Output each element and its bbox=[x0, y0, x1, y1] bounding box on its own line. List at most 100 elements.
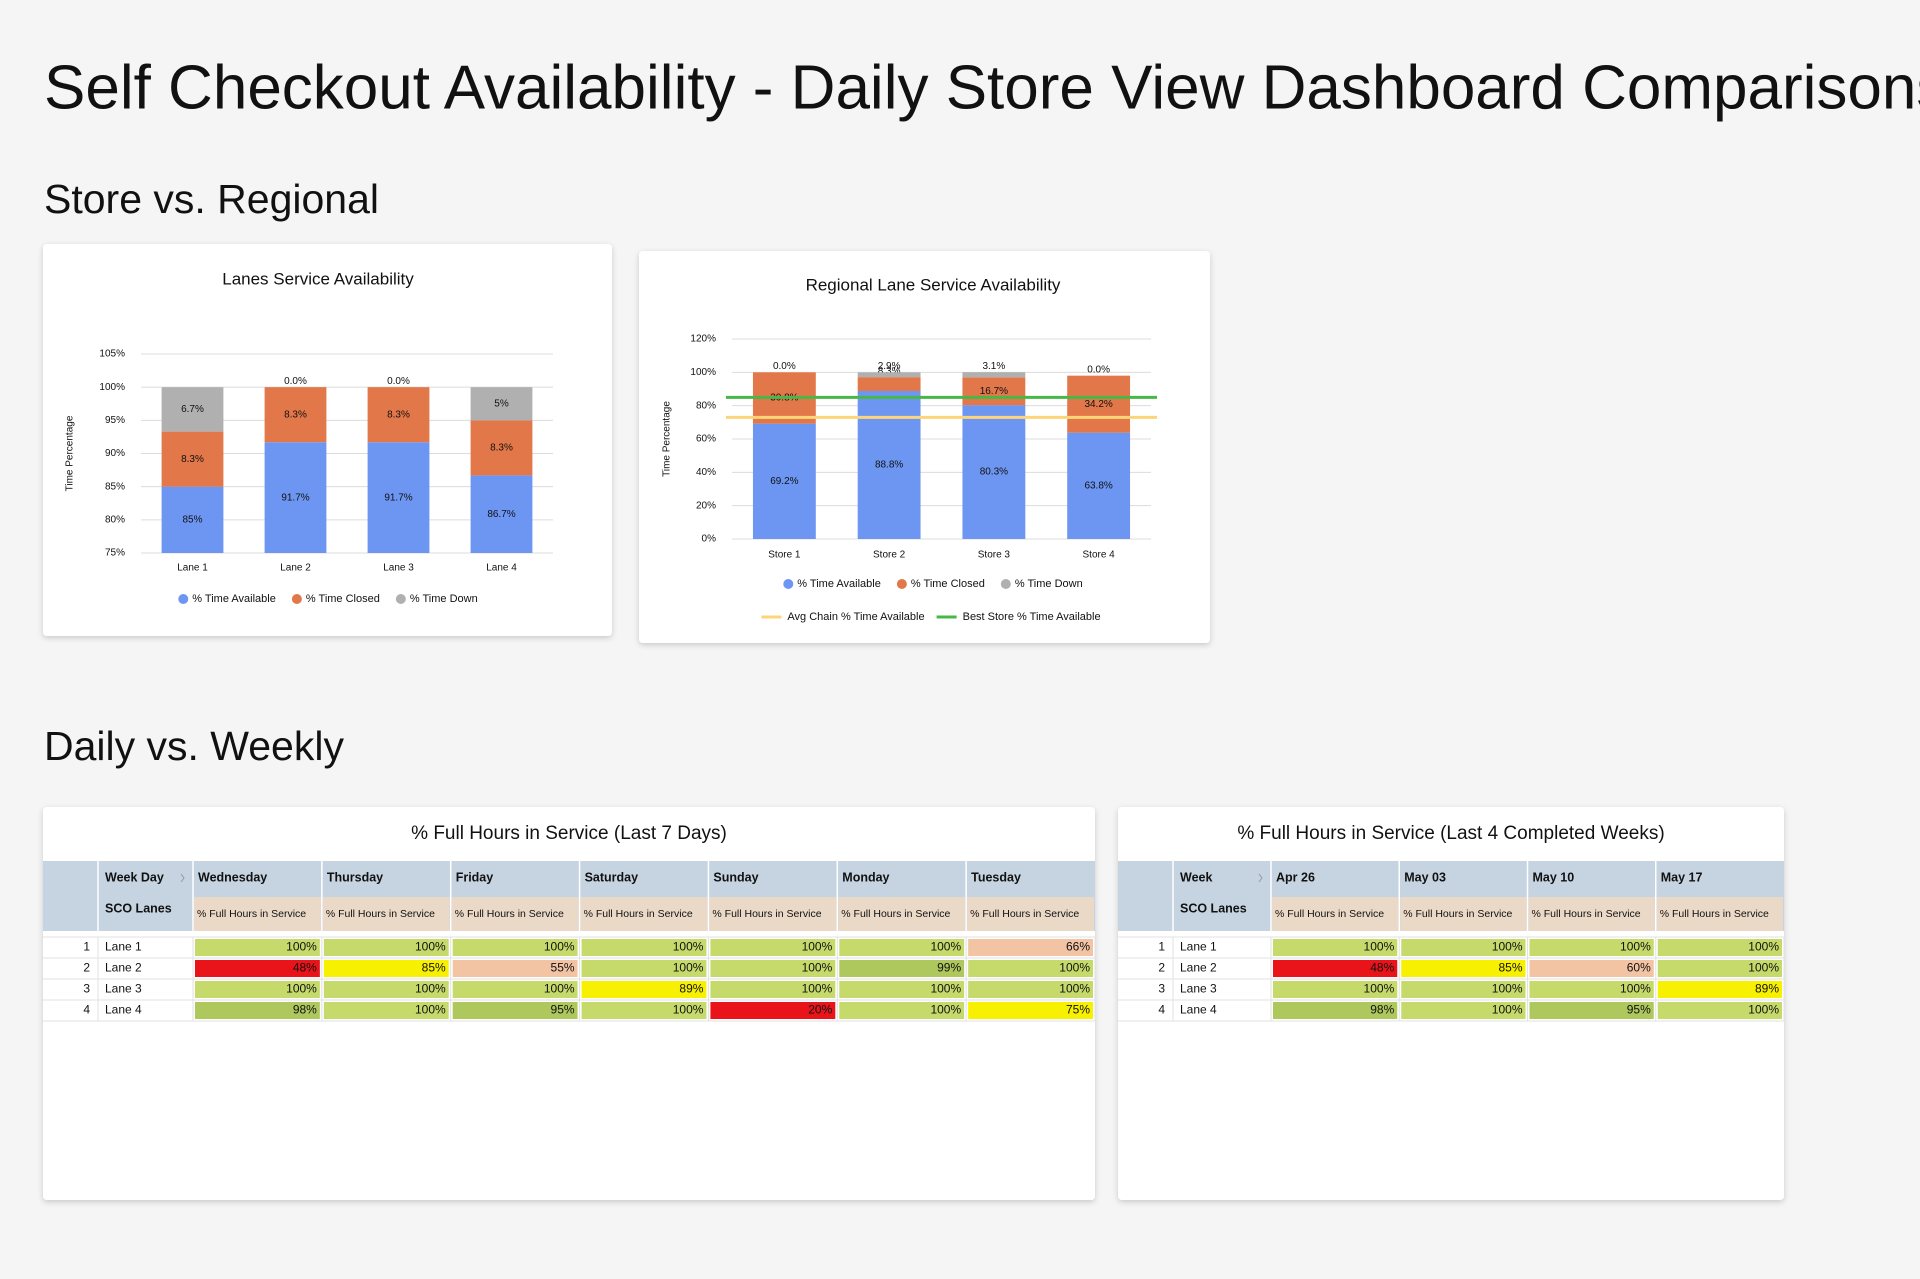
subheader-fill bbox=[322, 897, 450, 931]
data-label: 8.3% bbox=[878, 366, 901, 377]
header-cell: Sunday bbox=[713, 870, 758, 884]
subheader-fill bbox=[709, 897, 837, 931]
lane-cell: Lane 2 bbox=[1180, 961, 1217, 975]
y-tick-label: 100% bbox=[690, 367, 716, 378]
subheader-cell: % Full Hours in Service bbox=[197, 908, 306, 920]
data-label: 34.2% bbox=[1084, 399, 1112, 410]
cell-fill bbox=[1529, 981, 1654, 998]
cell-fill bbox=[581, 960, 707, 977]
legend: % Time Available % Time Closed % Time Down bbox=[178, 593, 478, 605]
legend-swatch bbox=[178, 594, 189, 604]
subheader-cell: SCO Lanes bbox=[1180, 901, 1247, 915]
cell-value: 100% bbox=[1492, 1003, 1523, 1017]
bar-segment bbox=[857, 391, 921, 539]
y-tick-label: 0% bbox=[702, 534, 717, 545]
lane-cell: Lane 2 bbox=[105, 961, 142, 975]
cell-fill bbox=[581, 939, 707, 956]
cell-value: 100% bbox=[1620, 982, 1651, 996]
cell-fill bbox=[839, 939, 965, 956]
cell-value: 100% bbox=[415, 982, 446, 996]
cell-fill bbox=[1529, 1002, 1654, 1019]
y-tick-label: 60% bbox=[696, 434, 716, 445]
cell-fill bbox=[839, 960, 965, 977]
legend-swatch bbox=[896, 579, 907, 589]
page-title: Self Checkout Availability - Daily Store… bbox=[44, 53, 1920, 122]
lane-cell: Lane 4 bbox=[105, 1003, 142, 1017]
y-tick-label: 105% bbox=[99, 349, 125, 360]
bar-segment bbox=[962, 372, 1026, 378]
row-index: 1 bbox=[83, 940, 90, 954]
cell-value: 100% bbox=[286, 940, 317, 954]
cell-value: 100% bbox=[1492, 982, 1523, 996]
subheader-fill bbox=[451, 897, 579, 931]
cell-fill bbox=[968, 939, 1093, 956]
bar-segment bbox=[470, 420, 533, 476]
bar-segment bbox=[161, 486, 224, 553]
cell-fill bbox=[839, 1002, 965, 1019]
lane-cell: Lane 3 bbox=[1180, 982, 1217, 996]
cell-value: 100% bbox=[802, 982, 833, 996]
bar-segment bbox=[962, 405, 1026, 539]
y-tick-label: 85% bbox=[105, 481, 125, 492]
legend-label: Best Store % Time Available bbox=[963, 611, 1101, 623]
header-cell: Apr 26 bbox=[1276, 870, 1315, 884]
subheader-cell: % Full Hours in Service bbox=[584, 908, 693, 920]
table-title: % Full Hours in Service (Last 4 Complete… bbox=[1237, 823, 1664, 844]
subheader-fill bbox=[1528, 897, 1655, 931]
cell-value: 48% bbox=[293, 961, 317, 975]
cell-fill bbox=[1273, 1002, 1398, 1019]
y-tick-label: 95% bbox=[105, 415, 125, 426]
data-label: 8.3% bbox=[284, 409, 307, 420]
cell-fill bbox=[195, 939, 320, 956]
y-axis-label: Time Percentage bbox=[662, 401, 673, 477]
cell-fill bbox=[323, 960, 449, 977]
row-index: 4 bbox=[1158, 1003, 1165, 1017]
header-cell: Thursday bbox=[327, 870, 383, 884]
subheader-cell: SCO Lanes bbox=[105, 901, 172, 915]
lane-cell: Lane 1 bbox=[105, 940, 142, 954]
cell-value: 95% bbox=[1627, 1003, 1651, 1017]
cell-value: 100% bbox=[802, 940, 833, 954]
bar-segment bbox=[161, 387, 224, 432]
cell-fill bbox=[1657, 960, 1782, 977]
bar-segment bbox=[264, 442, 327, 553]
cell-fill bbox=[195, 960, 320, 977]
data-label: 85% bbox=[182, 514, 202, 525]
cell-value: 55% bbox=[551, 961, 575, 975]
cell-fill bbox=[710, 1002, 836, 1019]
bar-segment bbox=[367, 442, 430, 553]
y-tick-label: 100% bbox=[99, 382, 125, 393]
cell-value: 98% bbox=[293, 1003, 317, 1017]
cell-value: 48% bbox=[1370, 961, 1394, 975]
legend-swatch bbox=[291, 594, 302, 604]
data-label: 0.0% bbox=[284, 376, 307, 387]
cell-value: 99% bbox=[937, 961, 961, 975]
x-tick-label: Store 3 bbox=[978, 550, 1011, 561]
lane-cell: Lane 1 bbox=[1180, 940, 1217, 954]
cell-fill bbox=[323, 1002, 449, 1019]
x-tick-label: Lane 4 bbox=[486, 563, 517, 574]
lane-cell: Lane 4 bbox=[1180, 1003, 1217, 1017]
row-index: 3 bbox=[83, 982, 90, 996]
legend: Avg Chain % Time Available Best Store % T… bbox=[761, 611, 1101, 623]
cell-value: 100% bbox=[673, 961, 704, 975]
row-index: 2 bbox=[1158, 961, 1165, 975]
cell-fill bbox=[581, 1002, 707, 1019]
subheader-fill bbox=[1400, 897, 1527, 931]
x-tick-label: Store 4 bbox=[1083, 550, 1116, 561]
subheader-cell: % Full Hours in Service bbox=[455, 908, 564, 920]
data-label: 2.9% bbox=[878, 361, 901, 372]
cell-value: 100% bbox=[802, 961, 833, 975]
row-index: 4 bbox=[83, 1003, 90, 1017]
y-tick-label: 90% bbox=[105, 448, 125, 459]
data-label: 0.0% bbox=[773, 361, 796, 372]
cell-value: 100% bbox=[930, 1003, 961, 1017]
y-axis-label: Time Percentage bbox=[65, 415, 76, 491]
legend-label: % Time Closed bbox=[911, 578, 985, 590]
data-label: 8.3% bbox=[490, 443, 513, 454]
y-tick-label: 20% bbox=[696, 500, 716, 511]
row-index: 1 bbox=[1158, 940, 1165, 954]
y-tick-label: 120% bbox=[690, 334, 716, 345]
